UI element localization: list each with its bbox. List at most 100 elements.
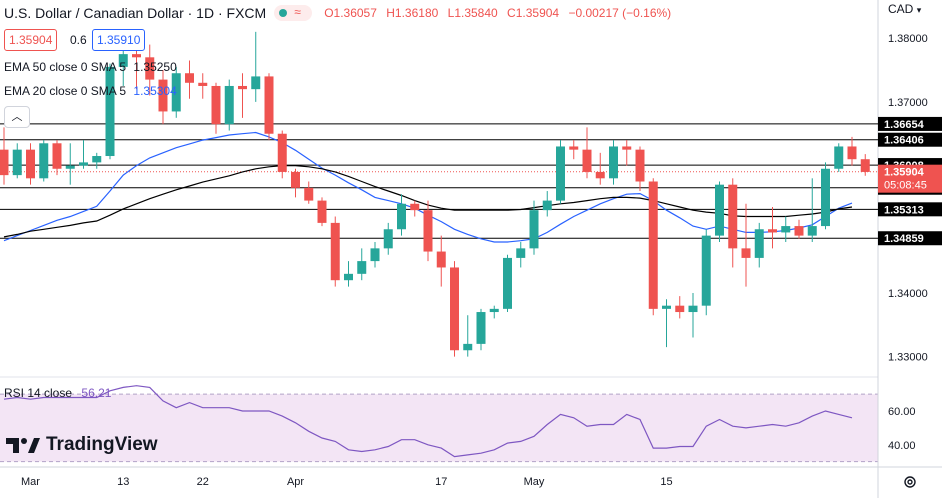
candle bbox=[463, 315, 473, 357]
candle bbox=[834, 143, 844, 172]
level-label-text: 1.36654 bbox=[884, 119, 925, 131]
wave-icon: ≈ bbox=[294, 5, 301, 19]
collapse-legend-button[interactable]: ︿ bbox=[4, 106, 30, 128]
time-tick-label: 22 bbox=[197, 476, 209, 488]
spread-value: 0.6 bbox=[70, 33, 87, 47]
currency-selector[interactable]: CAD ▾ bbox=[888, 2, 921, 16]
candle bbox=[185, 60, 194, 99]
candle bbox=[291, 168, 300, 198]
tradingview-logo-icon bbox=[6, 438, 40, 453]
candle bbox=[635, 146, 645, 192]
time-tick-label: 17 bbox=[435, 476, 447, 488]
candle bbox=[410, 200, 420, 217]
rsi-tick-label: 40.00 bbox=[888, 440, 916, 452]
buy-button[interactable]: 1.35910 bbox=[92, 29, 146, 51]
candle bbox=[715, 181, 724, 242]
chevron-down-icon: ▾ bbox=[916, 5, 922, 15]
last-price-text: 1.35904 bbox=[884, 167, 925, 179]
candles-layer bbox=[0, 31, 870, 357]
candle bbox=[582, 127, 592, 179]
ema50-label: EMA 50 close 0 SMA 5 bbox=[4, 60, 127, 74]
candle bbox=[383, 222, 393, 255]
time-tick-label: Apr bbox=[287, 476, 304, 488]
candle bbox=[622, 140, 632, 166]
ohlc-readout: O1.36057 H1.36180 L1.35840 C1.35904 −0.0… bbox=[324, 6, 677, 20]
candle bbox=[0, 127, 9, 185]
market-open-icon bbox=[279, 9, 288, 17]
candle bbox=[595, 152, 605, 185]
price-tick-label: 1.33000 bbox=[888, 352, 928, 364]
gear-icon[interactable] bbox=[903, 475, 917, 489]
candle bbox=[542, 191, 552, 217]
sell-button[interactable]: 1.35904 bbox=[4, 29, 58, 51]
candle bbox=[171, 66, 181, 118]
candle bbox=[423, 200, 433, 262]
candle bbox=[794, 219, 804, 239]
currency-label: CAD bbox=[888, 2, 914, 16]
candle bbox=[105, 63, 115, 160]
candle bbox=[52, 140, 62, 176]
candle bbox=[821, 162, 830, 230]
tradingview-logo[interactable]: TradingView bbox=[6, 434, 158, 456]
rsi-tick-label: 60.00 bbox=[888, 406, 916, 418]
candle bbox=[688, 292, 698, 338]
ema50-value: 1.35250 bbox=[133, 60, 177, 74]
change-value: −0.00217 (−0.16%) bbox=[568, 6, 672, 20]
candle bbox=[728, 178, 738, 268]
ema50-legend[interactable]: EMA 50 close 0 SMA 5 1.35250 bbox=[4, 60, 177, 74]
chart-header: U.S. Dollar / Canadian Dollar · 1D · FXC… bbox=[4, 4, 677, 22]
ema20-legend[interactable]: EMA 20 close 0 SMA 5 1.35304 bbox=[4, 84, 177, 98]
candle bbox=[39, 140, 49, 182]
candle bbox=[304, 181, 314, 204]
candle bbox=[198, 73, 208, 99]
rsi-band bbox=[0, 394, 878, 462]
candle bbox=[516, 241, 526, 268]
candle bbox=[781, 216, 791, 242]
open-value: O1.36057 bbox=[324, 6, 377, 20]
rsi-legend[interactable]: RSI 14 close 56.21 bbox=[4, 386, 111, 400]
candle bbox=[26, 143, 35, 185]
candle bbox=[344, 261, 353, 287]
price-tick-label: 1.38000 bbox=[888, 33, 928, 45]
price-tick-label: 1.34000 bbox=[888, 288, 928, 300]
ema20-label: EMA 20 close 0 SMA 5 bbox=[4, 84, 127, 98]
chevron-up-icon: ︿ bbox=[11, 111, 23, 123]
ema20-value: 1.35304 bbox=[133, 84, 177, 98]
price-tick-label: 1.37000 bbox=[888, 97, 928, 109]
market-status-toggle[interactable]: ≈ bbox=[274, 5, 313, 21]
symbol-title[interactable]: U.S. Dollar / Canadian Dollar · 1D · FXC… bbox=[4, 5, 267, 21]
candle bbox=[609, 140, 618, 185]
candle bbox=[317, 197, 327, 227]
level-label: 1.36406 bbox=[878, 132, 942, 147]
candle bbox=[436, 235, 446, 287]
candle bbox=[741, 203, 751, 287]
level-label-text: 1.35313 bbox=[884, 204, 924, 216]
axis-layer: 1.366541.364061.360081.356521.353131.348… bbox=[21, 33, 942, 488]
level-label-text: 1.36406 bbox=[884, 135, 924, 147]
candle bbox=[847, 136, 857, 166]
time-tick-label: May bbox=[524, 476, 545, 488]
rsi-line bbox=[3, 385, 853, 458]
level-label-text: 1.34859 bbox=[884, 233, 924, 245]
candle bbox=[92, 152, 102, 169]
candle bbox=[476, 308, 486, 351]
rsi-band-layer bbox=[0, 393, 878, 463]
candle bbox=[754, 222, 764, 268]
level-label: 1.36654 bbox=[878, 116, 942, 131]
high-value: H1.36180 bbox=[386, 6, 439, 20]
candle bbox=[662, 299, 671, 348]
time-tick-label: Mar bbox=[21, 476, 40, 488]
level-label: 1.35313 bbox=[878, 202, 942, 217]
candle bbox=[768, 206, 777, 249]
candle bbox=[264, 73, 274, 141]
candle bbox=[145, 44, 155, 96]
candle bbox=[224, 79, 234, 131]
candle bbox=[330, 216, 340, 287]
candle bbox=[701, 229, 711, 316]
candle bbox=[357, 248, 367, 281]
candle bbox=[860, 154, 870, 176]
candle bbox=[569, 140, 579, 160]
candle bbox=[238, 73, 247, 118]
